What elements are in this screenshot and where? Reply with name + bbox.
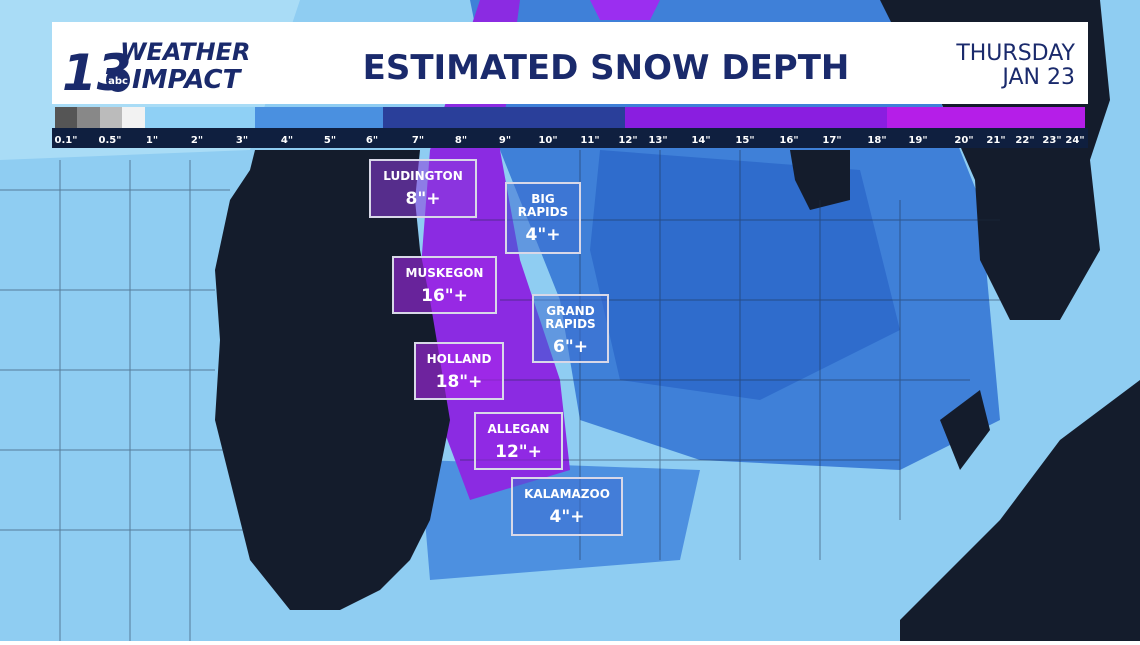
legend-swatch (625, 107, 887, 128)
city-name: ALLEGAN (488, 422, 550, 436)
legend-label: 20" (954, 135, 973, 146)
legend-swatch (383, 107, 625, 128)
city-label: LUDINGTON 8"+ (369, 159, 477, 218)
legend-label: 18" (867, 135, 886, 146)
legend-label: 10" (538, 135, 557, 146)
legend-label: 8" (455, 135, 467, 146)
city-name: RAPIDS (518, 205, 568, 219)
lake-bay (790, 150, 850, 210)
legend-label: 0.1" (55, 135, 78, 146)
snow-depth: 6"+ (553, 337, 588, 357)
legend-label: 21" (986, 135, 1005, 146)
snow-depth: 4"+ (550, 507, 585, 527)
logo-network: abc (108, 76, 128, 87)
legend-label: 12" (618, 135, 637, 146)
city-name: MUSKEGON (406, 266, 484, 280)
legend-swatch (77, 107, 100, 128)
city-name: KALAMAZOO (524, 487, 610, 501)
legend-label: 6" (366, 135, 378, 146)
lake-st-clair (940, 390, 990, 470)
legend-swatch (55, 107, 77, 128)
city-name: RAPIDS (545, 317, 595, 331)
snow-depth: 8"+ (406, 189, 441, 209)
logo-line1: WEATHER (120, 38, 250, 66)
legend-swatch (100, 107, 122, 128)
title: ESTIMATED SNOW DEPTH (363, 48, 850, 88)
legend-label: 0.5" (99, 135, 122, 146)
legend-label: 16" (779, 135, 798, 146)
legend-swatch (122, 107, 145, 128)
legend-label: 17" (822, 135, 841, 146)
legend-label: 23" (1042, 135, 1061, 146)
legend-label: 1" (146, 135, 158, 146)
snow-blue-dark (590, 150, 900, 400)
city-box (392, 256, 497, 314)
legend-label: 7" (412, 135, 424, 146)
city-label: HOLLAND 18"+ (414, 342, 504, 400)
day: THURSDAY (955, 41, 1075, 66)
date: JAN 23 (1000, 65, 1075, 90)
city-box (369, 159, 477, 218)
city-label: KALAMAZOO 4"+ (511, 477, 623, 536)
city-name: BIG (531, 192, 554, 206)
city-box (511, 477, 623, 536)
city-box (474, 412, 563, 470)
snow-depth: 4"+ (526, 225, 561, 245)
legend-label: 15" (735, 135, 754, 146)
legend-label: 4" (281, 135, 293, 146)
city-name: HOLLAND (427, 352, 492, 366)
city-label: MUSKEGON 16"+ (392, 256, 497, 314)
legend-label: 9" (499, 135, 511, 146)
snow-depth: 12"+ (495, 442, 542, 462)
header-box (52, 22, 1088, 104)
legend-label: 11" (580, 135, 599, 146)
city-label: ALLEGAN 12"+ (474, 412, 563, 470)
legend-labels: 0.1" 0.5" 1" 2" 3" 4" 5" 6" 7" 8" 9" 10" 11" 12" 13" 14… (55, 135, 1085, 146)
legend-swatch (887, 107, 1085, 128)
legend-label: 14" (691, 135, 710, 146)
legend-label-strip (52, 128, 1088, 148)
city-name: GRAND (546, 304, 594, 318)
city-box (505, 182, 581, 254)
legend-label: 24" (1065, 135, 1084, 146)
legend-label: 3" (236, 135, 248, 146)
snow-depth: 18"+ (436, 372, 483, 392)
logo-badge (106, 68, 130, 92)
snow-purple (590, 0, 660, 20)
city-box (414, 342, 504, 400)
legend-label: 22" (1015, 135, 1034, 146)
legend-swatch (255, 107, 383, 128)
legend-swatch (145, 107, 255, 128)
legend-bar (52, 107, 1088, 148)
legend-label: 5" (324, 135, 336, 146)
lake-erie (900, 380, 1140, 641)
lake-michigan (215, 150, 450, 610)
legend-label: 19" (908, 135, 927, 146)
legend-label: 2" (191, 135, 203, 146)
city-name: LUDINGTON (383, 169, 463, 183)
logo-line2: IMPACT (132, 65, 243, 95)
legend-label: 13" (648, 135, 667, 146)
city-box (532, 294, 609, 363)
snow-depth: 16"+ (421, 286, 468, 306)
